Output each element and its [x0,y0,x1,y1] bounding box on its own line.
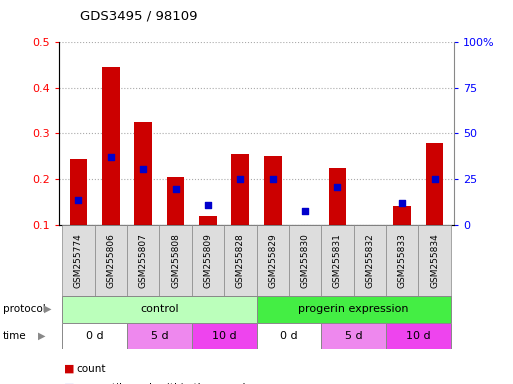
Bar [94,225,127,296]
Text: GSM255832: GSM255832 [365,233,374,288]
Bar [328,168,346,225]
Bar [264,156,282,225]
Bar [386,225,419,296]
Text: percentile rank within the sample: percentile rank within the sample [76,383,252,384]
Text: protocol: protocol [3,304,45,314]
Text: GSM255831: GSM255831 [333,233,342,288]
Text: GSM255807: GSM255807 [139,233,148,288]
Bar [426,142,443,225]
Bar [393,207,411,225]
Text: count: count [76,364,106,374]
Point [171,186,180,192]
Point [366,227,374,233]
Point [333,184,342,190]
Bar [62,225,94,296]
Bar [256,323,321,349]
Bar [192,225,224,296]
Bar [256,296,451,323]
Point [301,208,309,214]
Text: 0 d: 0 d [280,331,298,341]
Bar [127,323,192,349]
Text: progerin expression: progerin expression [299,304,409,314]
Point [107,154,115,160]
Text: GSM255806: GSM255806 [106,233,115,288]
Bar [386,323,451,349]
Text: GSM255833: GSM255833 [398,233,407,288]
Text: ▶: ▶ [44,304,51,314]
Bar [321,323,386,349]
Bar [62,323,127,349]
Bar [361,225,379,227]
Text: GSM255834: GSM255834 [430,233,439,288]
Bar [70,159,87,225]
Bar [419,225,451,296]
Bar [231,154,249,225]
Bar [289,225,321,296]
Bar [160,225,192,296]
Text: control: control [140,304,179,314]
Bar [167,177,185,225]
Text: 5 d: 5 d [150,331,168,341]
Bar [321,225,353,296]
Bar [192,323,256,349]
Bar [224,225,256,296]
Text: 10 d: 10 d [212,331,236,341]
Bar [256,225,289,296]
Bar [134,122,152,225]
Text: 5 d: 5 d [345,331,363,341]
Text: GSM255830: GSM255830 [301,233,309,288]
Text: GDS3495 / 98109: GDS3495 / 98109 [80,10,198,23]
Bar [102,67,120,225]
Text: GSM255829: GSM255829 [268,233,277,288]
Text: GSM255809: GSM255809 [204,233,212,288]
Point [139,166,147,172]
Text: ▶: ▶ [38,331,46,341]
Bar [353,225,386,296]
Bar [62,296,256,323]
Text: GSM255828: GSM255828 [236,233,245,288]
Text: ■: ■ [64,383,74,384]
Point [398,200,406,206]
Text: ■: ■ [64,364,74,374]
Text: 0 d: 0 d [86,331,104,341]
Bar [199,215,217,225]
Text: time: time [3,331,26,341]
Text: GSM255774: GSM255774 [74,233,83,288]
Bar [127,225,160,296]
Point [204,202,212,209]
Text: GSM255808: GSM255808 [171,233,180,288]
Point [236,175,244,182]
Point [74,197,83,204]
Text: 10 d: 10 d [406,331,431,341]
Point [269,176,277,182]
Point [430,176,439,182]
